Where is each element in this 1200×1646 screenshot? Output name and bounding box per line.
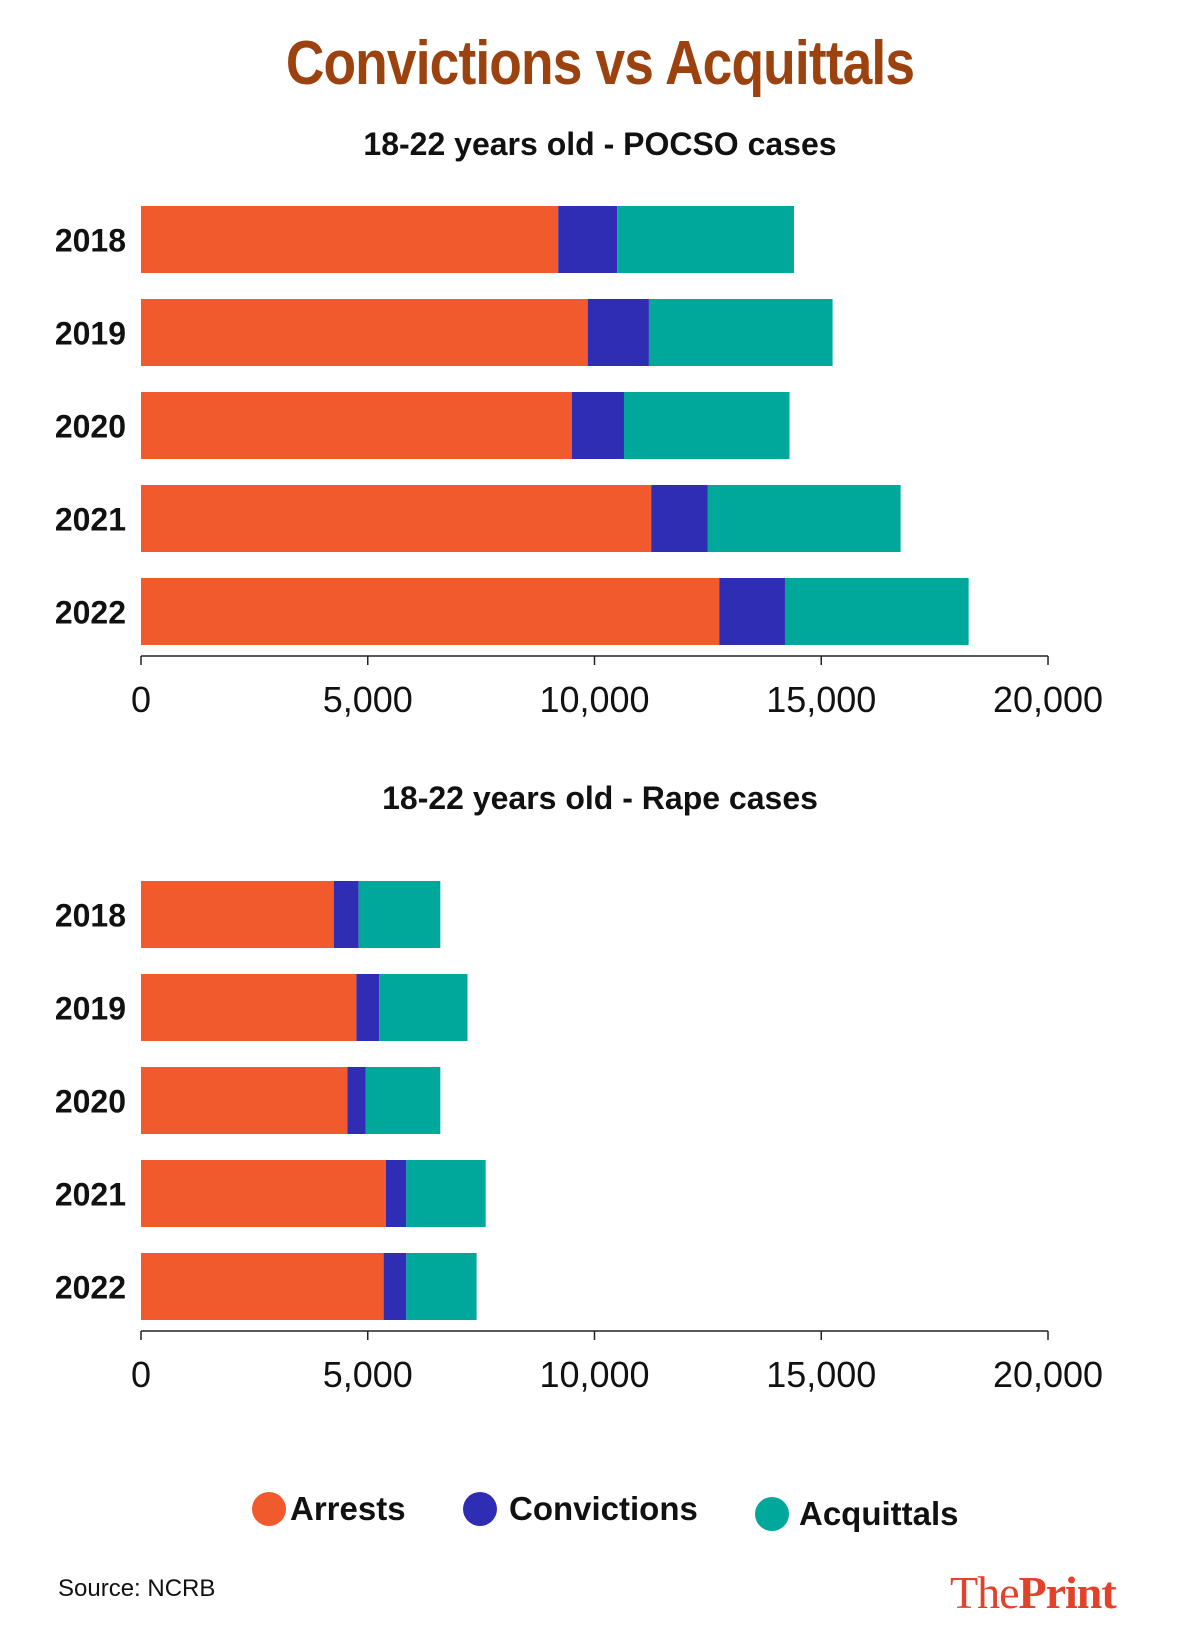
rape-bar-convictions	[347, 1067, 366, 1134]
rape-x-tick-label: 10,000	[539, 1354, 649, 1395]
pocso-x-tick-label: 10,000	[539, 679, 649, 720]
chart-title: Convictions vs Acquittals	[285, 29, 915, 98]
acquittals-swatch-icon	[755, 1497, 789, 1531]
chart2-subtitle: 18-22 years old - Rape cases	[382, 780, 818, 816]
source-note: Source: NCRB	[58, 1575, 216, 1602]
convictions-swatch-icon	[463, 1492, 497, 1526]
legend-convictions: Convictions	[463, 1490, 698, 1528]
pocso-bar-arrests	[141, 206, 559, 273]
rape-bar-convictions	[356, 974, 380, 1041]
rape-bar-convictions	[383, 1253, 407, 1320]
pocso-bar-acquittals	[707, 485, 901, 552]
brand-logo: ThePrint	[950, 1566, 1117, 1619]
rape-bar-acquittals	[365, 1067, 441, 1134]
brand-logo-part1: The	[950, 1567, 1020, 1618]
rape-x-tick-label: 0	[131, 1354, 151, 1395]
pocso-bar-acquittals	[623, 392, 790, 459]
pocso-chart: 2018 2019 2020 2021 2022 0 5,000 10,000 15,000 20…	[55, 206, 1103, 720]
pocso-bar-convictions	[651, 485, 708, 552]
pocso-x-tick-label: 20,000	[993, 679, 1103, 720]
pocso-bar-arrests	[141, 392, 572, 459]
pocso-bar-arrests	[141, 578, 720, 645]
arrests-swatch-icon	[252, 1492, 286, 1526]
legend-acquittals-label: Acquittals	[799, 1495, 959, 1532]
pocso-x-tick-label: 15,000	[766, 679, 876, 720]
rape-category-label: 2021	[55, 1177, 126, 1213]
pocso-category-label: 2019	[55, 316, 126, 352]
legend-convictions-label: Convictions	[509, 1490, 698, 1527]
rape-bar-arrests	[141, 1160, 386, 1227]
pocso-category-label: 2022	[55, 595, 126, 631]
pocso-bar-convictions	[719, 578, 785, 645]
rape-category-label: 2020	[55, 1084, 126, 1120]
rape-bar-arrests	[141, 1067, 348, 1134]
rape-bar-arrests	[141, 881, 334, 948]
rape-category-label: 2018	[55, 898, 126, 934]
rape-bar-convictions	[333, 881, 359, 948]
rape-chart: 2018 2019 2020 2021 2022 0 5,000 10,000 15,000 20…	[55, 881, 1103, 1395]
legend-arrests-label: Arrests	[290, 1490, 406, 1527]
rape-bar-acquittals	[379, 974, 468, 1041]
rape-bar-acquittals	[406, 1253, 477, 1320]
pocso-bar-arrests	[141, 299, 588, 366]
rape-bar-arrests	[141, 1253, 384, 1320]
rape-bar-acquittals	[406, 1160, 486, 1227]
pocso-x-tick-label: 5,000	[323, 679, 413, 720]
pocso-bar-acquittals	[648, 299, 833, 366]
pocso-category-label: 2020	[55, 409, 126, 445]
pocso-category-label: 2021	[55, 502, 126, 538]
pocso-bar-convictions	[587, 299, 649, 366]
legend-arrests: Arrests	[252, 1490, 406, 1528]
rape-x-tick-label: 20,000	[993, 1354, 1103, 1395]
chart1-subtitle: 18-22 years old - POCSO cases	[363, 126, 837, 162]
legend-acquittals: Acquittals	[755, 1495, 959, 1533]
pocso-bar-convictions	[558, 206, 618, 273]
rape-bar-convictions	[385, 1160, 407, 1227]
rape-category-label: 2022	[55, 1270, 126, 1306]
rape-bar-arrests	[141, 974, 357, 1041]
rape-category-label: 2019	[55, 991, 126, 1027]
pocso-bar-acquittals	[617, 206, 795, 273]
brand-logo-part2: Print	[1018, 1567, 1117, 1618]
pocso-bar-acquittals	[784, 578, 969, 645]
rape-x-tick-label: 5,000	[323, 1354, 413, 1395]
rape-bar-acquittals	[358, 881, 441, 948]
rape-x-tick-label: 15,000	[766, 1354, 876, 1395]
pocso-bar-convictions	[571, 392, 624, 459]
pocso-bar-arrests	[141, 485, 652, 552]
pocso-x-tick-label: 0	[131, 679, 151, 720]
pocso-category-label: 2018	[55, 223, 126, 259]
